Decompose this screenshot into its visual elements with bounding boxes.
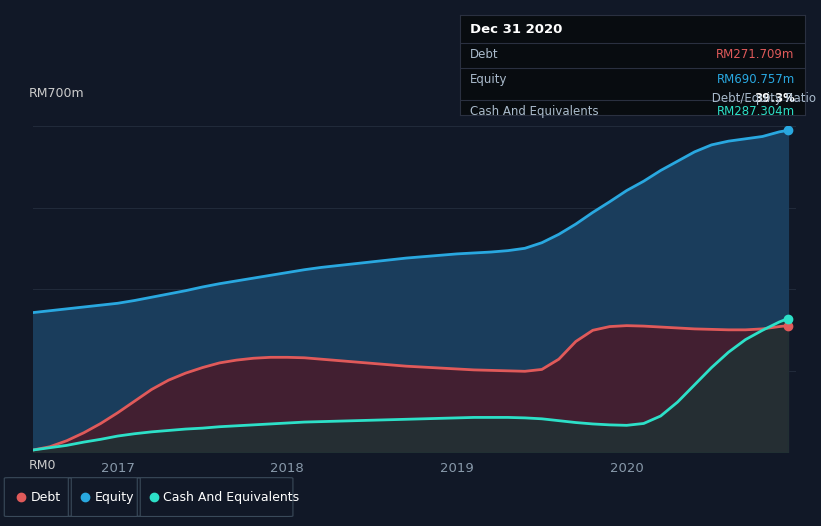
Text: Debt: Debt (30, 491, 61, 503)
Text: RM690.757m: RM690.757m (717, 73, 795, 86)
Text: Cash And Equivalents: Cash And Equivalents (163, 491, 300, 503)
Text: Cash And Equivalents: Cash And Equivalents (470, 105, 599, 118)
Text: Dec 31 2020: Dec 31 2020 (470, 23, 562, 36)
Text: 39.3%: 39.3% (754, 92, 795, 105)
Text: Debt: Debt (470, 48, 499, 61)
Text: Equity: Equity (470, 73, 508, 86)
Text: RM287.304m: RM287.304m (717, 105, 795, 118)
Text: RM271.709m: RM271.709m (716, 48, 795, 61)
Text: Equity: Equity (94, 491, 134, 503)
Text: RM0: RM0 (29, 459, 57, 472)
Text: Debt/Equity Ratio: Debt/Equity Ratio (709, 92, 816, 105)
Text: RM700m: RM700m (29, 87, 85, 100)
